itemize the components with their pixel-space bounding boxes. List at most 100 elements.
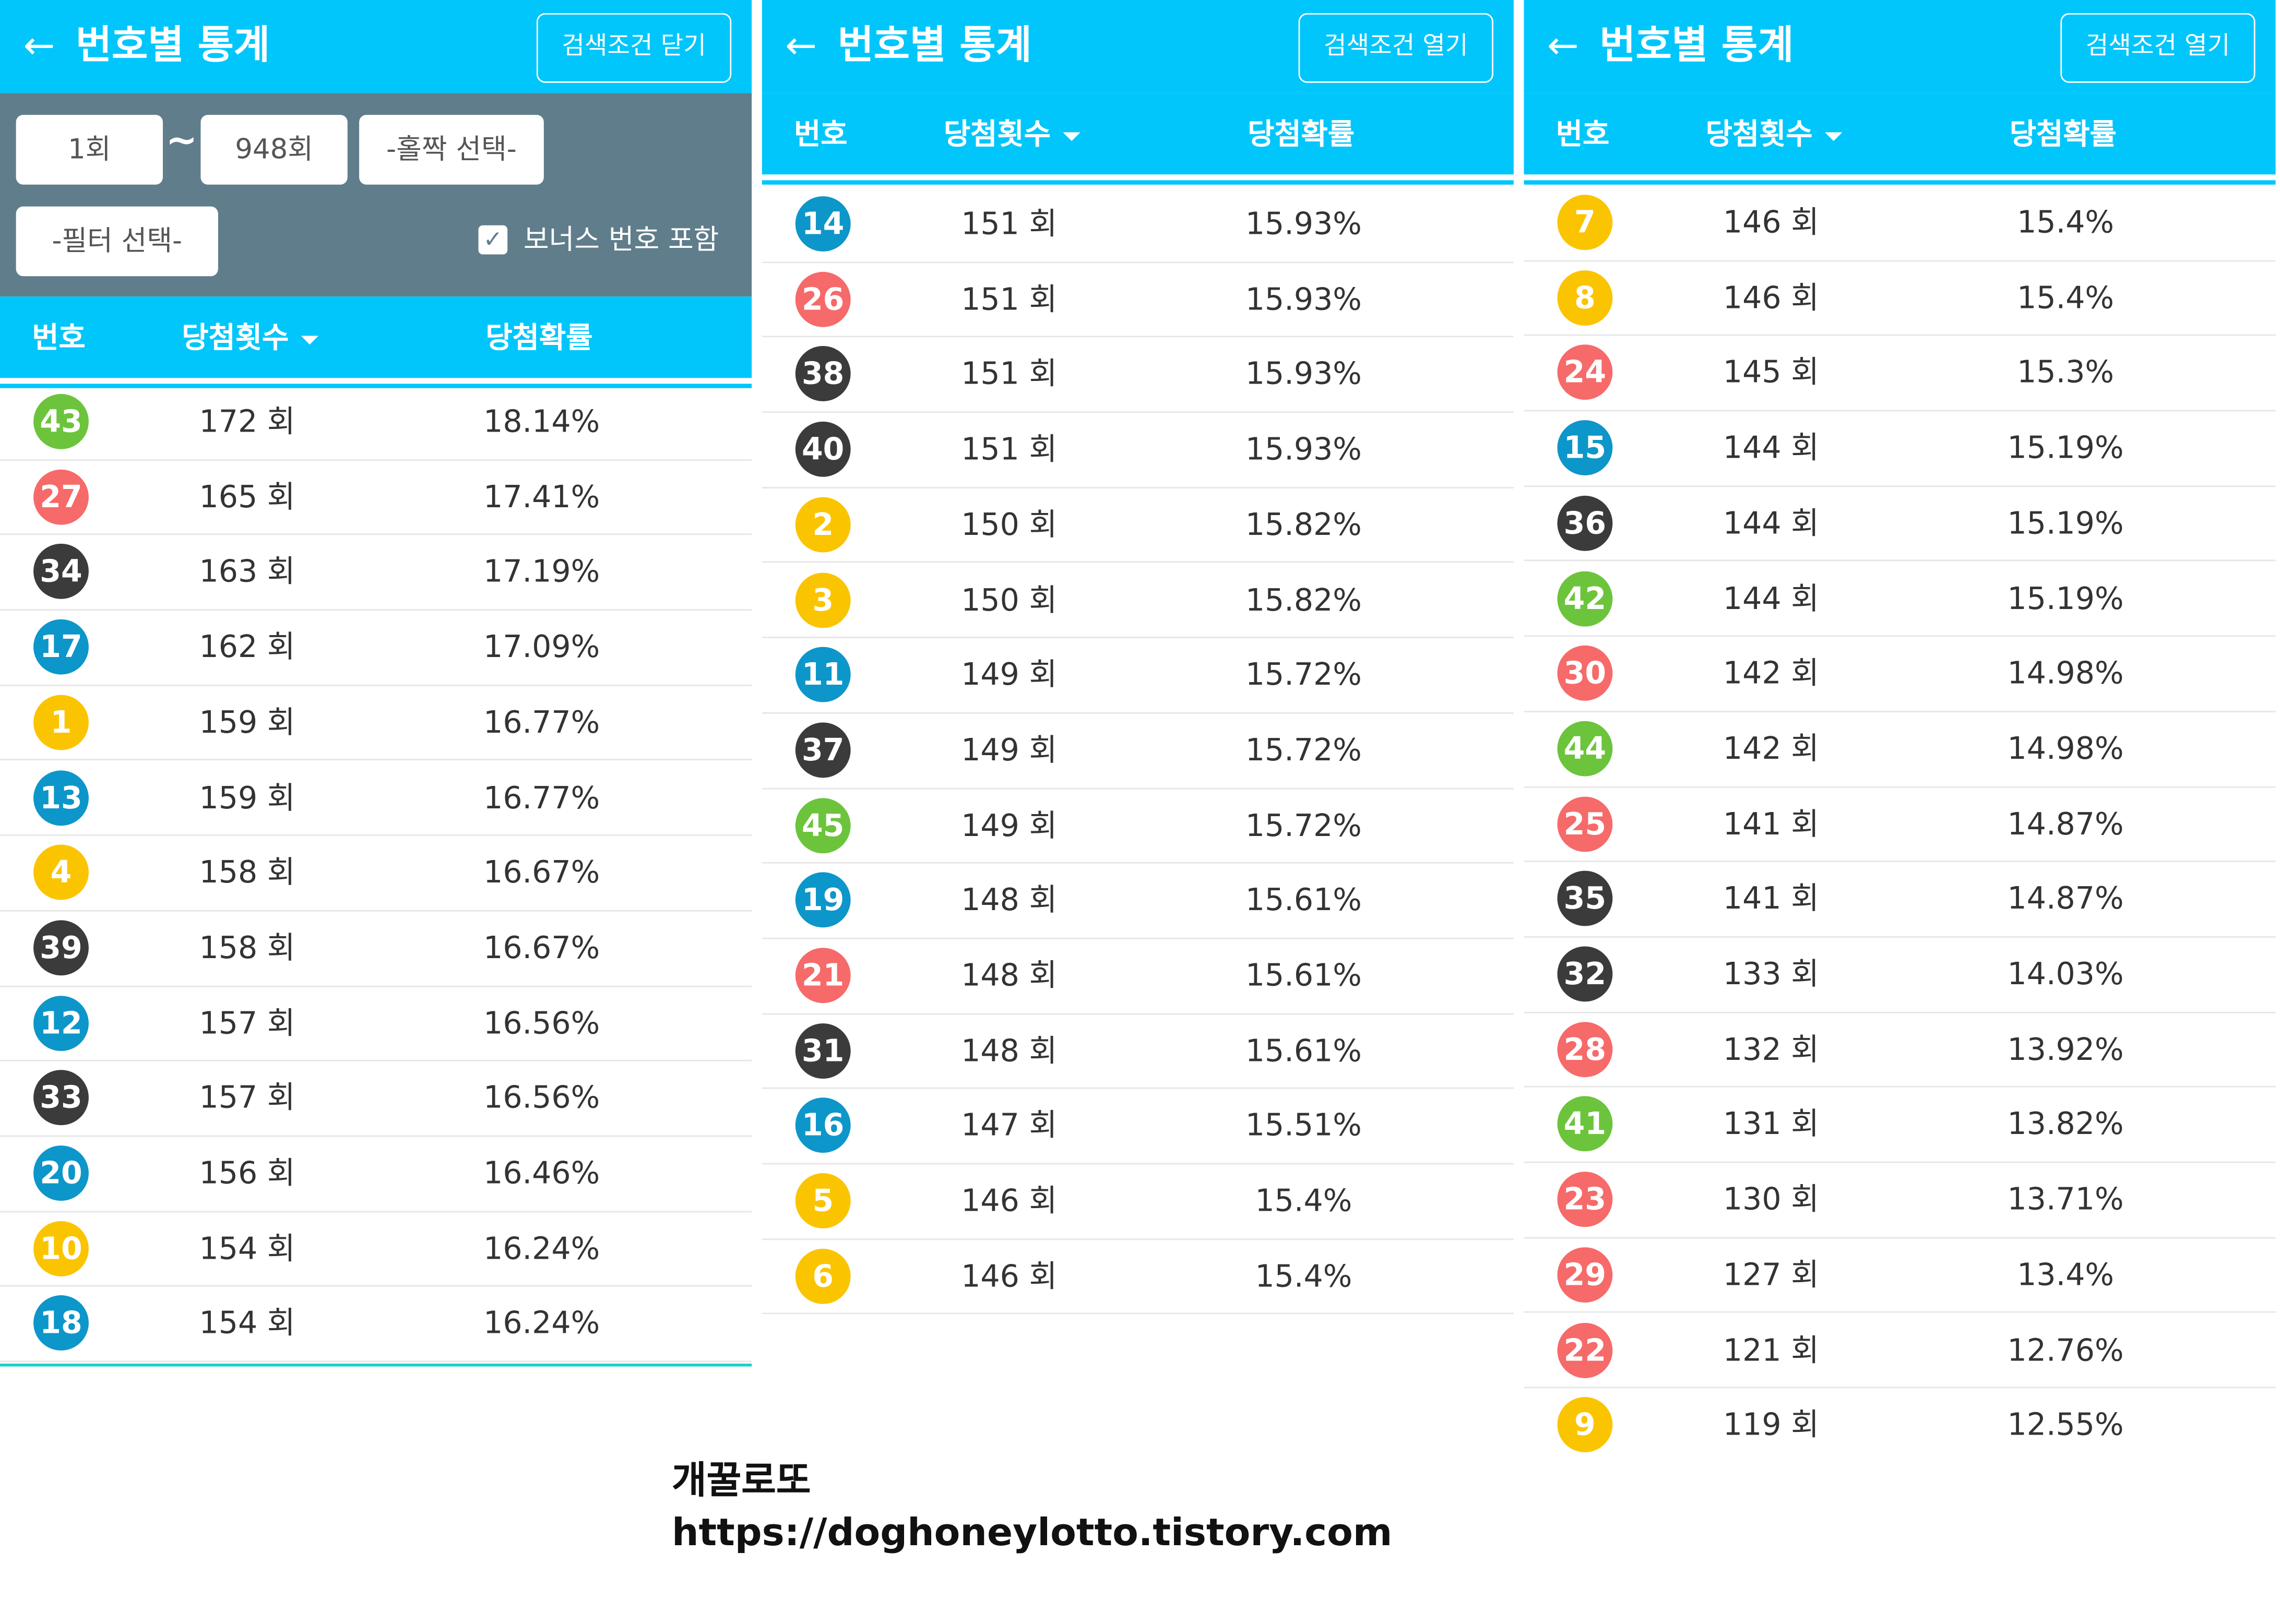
win-rate: 16.46% [483, 1155, 600, 1191]
footer-url[interactable]: https://doghoneylotto.tistory.com [671, 1512, 1393, 1556]
win-rate: 16.67% [483, 930, 600, 965]
table-row: 30 142 회 14.98% [1524, 637, 2276, 712]
number-ball: 16 [795, 1098, 851, 1154]
win-count: 146 회 [961, 1183, 1058, 1219]
win-rate: 12.76% [2007, 1332, 2124, 1367]
sort-down-icon [1824, 132, 1842, 140]
win-rate: 13.92% [2007, 1031, 2124, 1067]
table-row: 3 150 회 15.82% [762, 563, 1514, 639]
arrow-left-icon[interactable]: ← [785, 25, 817, 68]
table-row: 11 149 회 15.72% [762, 638, 1514, 714]
table-row: 15 144 회 15.19% [1524, 412, 2276, 487]
col-count[interactable]: 당첨횟수 [1706, 93, 1842, 174]
search-toggle-button[interactable]: 검색조건 닫기 [536, 13, 732, 83]
number-ball: 13 [33, 770, 89, 825]
win-count: 149 회 [961, 732, 1058, 768]
col-number[interactable]: 번호 [32, 319, 86, 355]
table-row: 36 144 회 15.19% [1524, 487, 2276, 562]
win-rate: 15.72% [1245, 657, 1362, 692]
win-rate: 15.51% [1245, 1108, 1362, 1143]
number-ball: 39 [33, 920, 89, 975]
number-ball: 31 [795, 1023, 851, 1079]
search-toggle-button[interactable]: 검색조건 열기 [1298, 13, 1493, 83]
table-row: 16 147 회 15.51% [762, 1090, 1514, 1165]
number-ball: 43 [33, 393, 89, 449]
table-row: 4 158 회 16.67% [0, 836, 752, 912]
table-row: 28 132 회 13.92% [1524, 1013, 2276, 1088]
win-rate: 16.24% [483, 1306, 600, 1341]
number-ball: 17 [33, 619, 89, 675]
win-rate: 15.4% [2017, 205, 2115, 240]
col-count[interactable]: 당첨횟수 [182, 296, 318, 378]
table-row: 39 158 회 16.67% [0, 911, 752, 987]
win-rate: 15.4% [1255, 1258, 1352, 1294]
table-row: 8 146 회 15.4% [1524, 261, 2276, 337]
from-round-select[interactable]: 1회 [16, 115, 163, 185]
win-count: 163 회 [199, 554, 295, 590]
win-rate: 16.77% [483, 780, 600, 815]
number-ball: 11 [795, 647, 851, 703]
bonus-checkbox[interactable]: ✓ [478, 225, 508, 255]
number-ball: 41 [1557, 1096, 1613, 1152]
filter-select[interactable]: -필터 선택- [16, 206, 218, 277]
number-ball: 10 [33, 1221, 89, 1276]
odd-even-select[interactable]: -홀짝 선택- [359, 115, 544, 185]
number-ball: 42 [1557, 570, 1613, 626]
search-toggle-button[interactable]: 검색조건 열기 [2060, 13, 2255, 83]
col-rate[interactable]: 당첨확률 [1248, 116, 1355, 151]
win-rate: 15.19% [2007, 505, 2124, 541]
win-count: 146 회 [1723, 280, 1819, 315]
win-rate: 17.41% [483, 479, 600, 515]
number-ball: 8 [1557, 270, 1613, 326]
number-ball: 35 [1557, 871, 1613, 927]
col-number[interactable]: 번호 [793, 116, 848, 151]
win-count: 130 회 [1723, 1182, 1819, 1217]
col-rate[interactable]: 당첨확률 [2009, 116, 2117, 151]
table-row: 9 119 회 12.55% [1524, 1389, 2275, 1461]
number-ball: 33 [33, 1070, 89, 1126]
table-row: 29 127 회 13.4% [1524, 1238, 2276, 1313]
table-row: 24 145 회 15.3% [1524, 337, 2276, 412]
table-row: 23 130 회 13.71% [1524, 1163, 2276, 1238]
col-count[interactable]: 당첨횟수 [944, 93, 1080, 174]
number-ball: 32 [1557, 946, 1613, 1002]
number-ball: 25 [1557, 796, 1613, 852]
win-count: 146 회 [961, 1258, 1058, 1294]
win-rate: 15.19% [2007, 580, 2124, 616]
win-rate: 12.55% [2007, 1407, 2124, 1442]
app-header: ← 번호별 통계 검색조건 열기 [762, 0, 1514, 93]
table-row: 37 149 회 15.72% [762, 713, 1514, 789]
stats-panel-1: ← 번호별 통계 검색조건 닫기 1회 ~ 948회 -홀짝 선택- -필터 선… [0, 0, 752, 1367]
number-ball: 44 [1557, 721, 1613, 777]
win-count: 162 회 [199, 629, 295, 665]
arrow-left-icon[interactable]: ← [1547, 25, 1579, 68]
win-rate: 16.24% [483, 1231, 600, 1266]
win-rate: 14.87% [2007, 806, 2124, 841]
number-ball: 28 [1557, 1021, 1613, 1077]
win-rate: 13.4% [2017, 1257, 2115, 1292]
win-rate: 15.82% [1245, 582, 1362, 617]
win-rate: 17.19% [483, 554, 600, 590]
win-count: 165 회 [199, 479, 295, 515]
app-header: ← 번호별 통계 검색조건 닫기 [0, 0, 752, 93]
win-count: 151 회 [961, 356, 1058, 392]
table-row: 19 148 회 15.61% [762, 864, 1514, 939]
win-rate: 15.61% [1245, 882, 1362, 918]
col-number[interactable]: 번호 [1555, 116, 1610, 151]
win-count: 127 회 [1723, 1257, 1819, 1292]
stats-panel-2: ← 번호별 통계 검색조건 열기 번호 당첨횟수 당첨확률 14 151 회 15.… [762, 0, 1514, 1367]
table-header: 번호 당첨횟수 당첨확률 [762, 93, 1514, 185]
number-ball: 1 [33, 694, 89, 750]
win-count: 172 회 [199, 404, 295, 439]
win-count: 149 회 [961, 657, 1058, 692]
win-count: 141 회 [1723, 881, 1819, 916]
number-ball: 27 [33, 469, 89, 524]
number-ball: 37 [795, 722, 851, 778]
table-row: 10 154 회 16.24% [0, 1212, 752, 1287]
to-round-select[interactable]: 948회 [200, 115, 348, 185]
number-ball: 12 [33, 995, 89, 1050]
table-row: 38 151 회 15.93% [762, 338, 1514, 413]
arrow-left-icon[interactable]: ← [23, 25, 55, 68]
win-rate: 15.93% [1245, 281, 1362, 317]
col-rate[interactable]: 당첨확률 [485, 319, 593, 355]
